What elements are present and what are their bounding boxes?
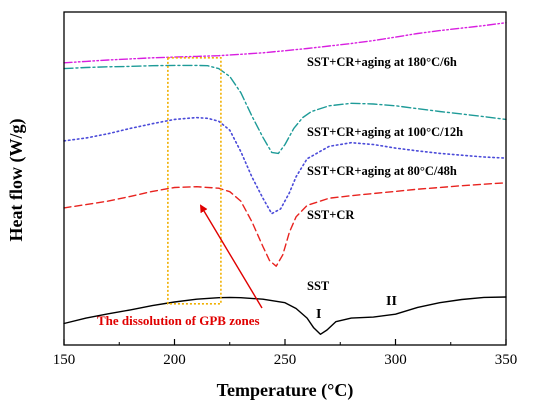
x-tick-label-0: 150	[53, 352, 76, 368]
annotation-peak-1: I	[316, 307, 321, 322]
series-line-aging180	[63, 22, 507, 64]
series-line-sst_cr	[63, 182, 507, 267]
y-axis-label: Heat flow (W/g)	[6, 119, 27, 242]
x-tick-label-1: 200	[163, 352, 186, 368]
annotation-sst: SST	[307, 279, 330, 293]
series-line-aging100	[63, 64, 507, 155]
series-layer	[63, 22, 507, 335]
tick-layer: 150 200 250 300 350	[53, 339, 518, 368]
annotation-aging80: SST+CR+aging at 80°C/48h	[307, 164, 457, 178]
series-line-sst	[63, 296, 507, 335]
annotation-aging100: SST+CR+aging at 100°C/12h	[307, 125, 463, 139]
gpb-highlight-box	[167, 57, 222, 305]
gpb-arrow	[199, 204, 263, 309]
x-tick-label-2: 250	[274, 352, 297, 368]
annotation-peak-2: II	[386, 294, 397, 309]
x-tick-label-4: 350	[495, 352, 518, 368]
series-line-aging80	[63, 116, 507, 215]
annotation-aging180: SST+CR+aging at 180°C/6h	[307, 55, 457, 69]
x-axis-label: Temperature (°C)	[217, 380, 354, 401]
annotation-sst-cr: SST+CR	[307, 208, 355, 222]
x-tick-label-3: 300	[384, 352, 407, 368]
annotation-gpb-dissolution: The dissolution of GPB zones	[97, 313, 260, 328]
